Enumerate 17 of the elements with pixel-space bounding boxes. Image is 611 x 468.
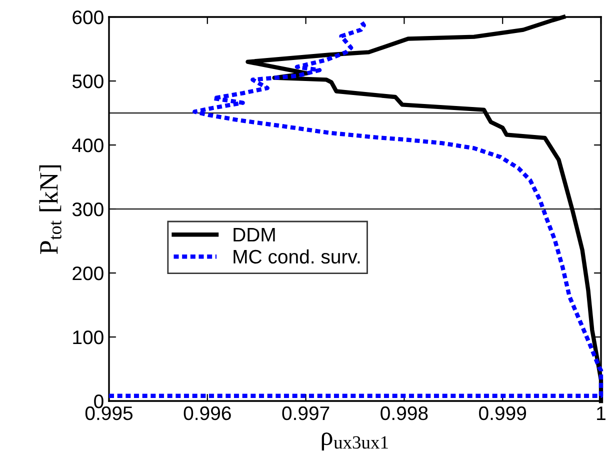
- x-tick-label: 0.995: [85, 406, 133, 420]
- y-tick-label: 100: [73, 330, 104, 344]
- x-tick-label: 0.996: [184, 406, 231, 420]
- y-tick-label: 200: [72, 266, 104, 280]
- legend-label: MC cond. surv.: [234, 249, 360, 264]
- legend-label: DDM: [234, 228, 275, 242]
- y-tick-label: 600: [72, 10, 104, 24]
- y-tick-label: 500: [72, 74, 104, 88]
- y-tick-label: 400: [72, 138, 104, 152]
- y-tick-label: 0: [94, 394, 104, 408]
- x-tick-label: 0.998: [380, 406, 428, 420]
- y-axis-title: P$_{tot}$ [kN]: [39, 165, 62, 254]
- x-axis-title: ρ$_{ux3ux1}$: [322, 432, 388, 450]
- x-tick-label: 0.999: [479, 406, 526, 420]
- x-tick-label: 1: [597, 406, 606, 420]
- y-tick-label: 300: [72, 202, 104, 216]
- x-tick-label: 0.997: [282, 406, 330, 420]
